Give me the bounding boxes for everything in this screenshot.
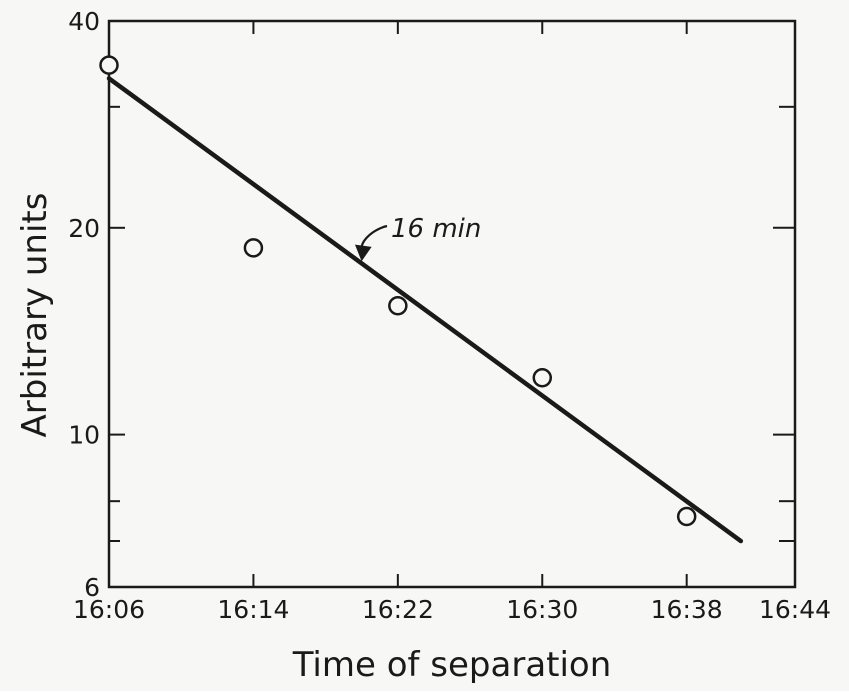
y-tick-label-3: 40	[68, 7, 100, 36]
data-point-4	[676, 506, 697, 527]
data-point-0	[99, 55, 119, 75]
y-tick-label-0: 6	[84, 573, 100, 602]
x-tick-label-3: 16:30	[506, 595, 578, 624]
x-axis-title: Time of separation	[292, 645, 612, 685]
data-point-3	[532, 367, 553, 388]
tick-labels: 16:06 16:14 16:22 16:30 16:38 16:44 6 10 20 40	[68, 7, 831, 624]
ticks	[109, 21, 795, 587]
annotation-arrowhead	[354, 244, 372, 262]
fit-line	[106, 76, 744, 544]
y-tick-label-2: 20	[68, 214, 100, 243]
y-tick-label-1: 10	[68, 421, 100, 450]
x-tick-label-2: 16:22	[362, 595, 434, 624]
x-tick-label-1: 16:14	[217, 595, 289, 624]
plot-frame	[107, 19, 797, 589]
data-marks	[99, 55, 744, 544]
x-tick-label-5: 16:44	[759, 595, 831, 624]
x-tick-label-0: 16:06	[73, 595, 145, 624]
data-point-1	[243, 238, 264, 258]
data-point-2	[388, 296, 408, 316]
y-axis-title: Arbitrary units	[15, 193, 55, 438]
fit-annotation-label: 16 min	[391, 214, 481, 244]
x-tick-label-4: 16:38	[651, 595, 723, 624]
